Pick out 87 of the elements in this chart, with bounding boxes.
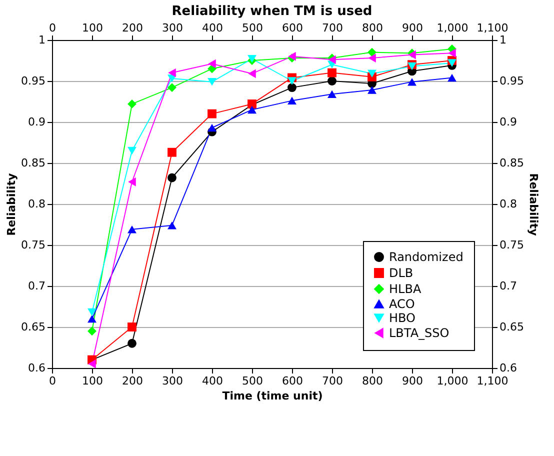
- x2-tick-label: 900: [402, 22, 423, 34]
- y-tick-label: 0.7: [28, 280, 46, 292]
- legend-label: DLB: [389, 266, 414, 280]
- x-tick-label: 300: [162, 374, 183, 388]
- x2-tick-label: 1,100: [476, 22, 508, 34]
- point: [128, 146, 136, 155]
- y2-axis-title: Reliability: [526, 173, 540, 236]
- point: [168, 173, 176, 182]
- x2-tick-label: 600: [282, 22, 303, 34]
- x2-tick-label: 400: [202, 22, 223, 34]
- x-tick-label: 1,100: [476, 374, 508, 388]
- x2-tick-label: 800: [362, 22, 383, 34]
- y2-tick-label: 0.65: [500, 320, 524, 334]
- x-tick-label: 400: [202, 374, 223, 388]
- x2-tick-label: 1,000: [436, 22, 468, 34]
- y-tick-label: 0.9: [28, 116, 46, 128]
- point: [288, 83, 296, 92]
- x-tick-label: 1,000: [436, 374, 468, 388]
- y2-tick-label: 0.75: [500, 238, 524, 252]
- point: [88, 314, 96, 323]
- y-tick-label: 0.75: [21, 238, 46, 252]
- y2-tick-label: 1: [500, 34, 506, 46]
- point: [368, 86, 376, 94]
- point: [208, 59, 216, 68]
- point: [208, 78, 216, 86]
- point: [168, 83, 176, 92]
- legend-label: LBTA_SSO: [389, 326, 450, 340]
- point: [328, 90, 336, 98]
- y-tick-label: 0.6: [28, 362, 46, 374]
- y2-tick-label: 0.6: [500, 362, 517, 374]
- point: [328, 68, 336, 78]
- point: [168, 221, 176, 230]
- y-tick-label: 0.8: [28, 198, 46, 210]
- point: [408, 78, 416, 86]
- point: [368, 70, 376, 78]
- legend-label: HBO: [389, 311, 416, 325]
- x-tick-label: 500: [242, 374, 263, 388]
- x2-tick-label: 500: [242, 22, 263, 34]
- point: [368, 48, 376, 57]
- point: [128, 177, 136, 186]
- y-tick-label: 1: [38, 34, 46, 46]
- x-tick-label: 700: [322, 374, 343, 388]
- point: [128, 99, 136, 108]
- point: [208, 124, 216, 132]
- x-tick-label: 100: [82, 374, 103, 388]
- x2-tick-label: 100: [82, 22, 103, 34]
- point: [288, 96, 296, 105]
- point: [368, 54, 376, 63]
- y-axis-title: Reliability: [5, 173, 18, 236]
- chart-title: Reliability when TM is used: [172, 4, 372, 19]
- point: [128, 338, 136, 348]
- x2-tick-label: 300: [162, 22, 183, 34]
- y2-tick-label: 0.7: [500, 280, 517, 292]
- point: [248, 106, 256, 114]
- legend-label: HLBA: [389, 282, 422, 296]
- point: [168, 68, 176, 78]
- point: [248, 69, 256, 78]
- y2-tick-label: 0.8: [500, 198, 517, 210]
- y2-tick-label: 0.95: [500, 74, 524, 88]
- x2-tick-label: 200: [122, 22, 143, 34]
- y-tick-label: 0.95: [21, 74, 46, 88]
- y-tick-label: 0.65: [21, 320, 46, 334]
- point: [128, 226, 136, 234]
- point: [448, 48, 456, 58]
- x-tick-label: 600: [282, 374, 303, 388]
- y2-tick-label: 0.9: [500, 116, 517, 128]
- x2-tick-label: 700: [322, 22, 343, 34]
- legend-label: Randomized: [389, 250, 464, 264]
- point: [128, 322, 136, 332]
- x-tick-label: 800: [362, 374, 383, 388]
- point: [288, 77, 296, 85]
- point: [448, 74, 456, 82]
- point: [448, 59, 456, 67]
- x-tick-label: 200: [122, 374, 143, 388]
- point: [208, 109, 216, 118]
- legend-label: ACO: [389, 297, 415, 311]
- y2-tick-label: 0.85: [500, 156, 524, 170]
- x-axis-title: Time (time unit): [222, 390, 323, 402]
- point: [168, 148, 176, 157]
- x2-tick-label: 0: [49, 22, 56, 34]
- point: [88, 308, 96, 316]
- y-tick-label: 0.85: [21, 156, 46, 170]
- point: [88, 359, 96, 368]
- point: [328, 76, 336, 86]
- point: [88, 326, 96, 336]
- x-tick-label: 0: [49, 374, 56, 388]
- x-tick-label: 900: [402, 374, 423, 388]
